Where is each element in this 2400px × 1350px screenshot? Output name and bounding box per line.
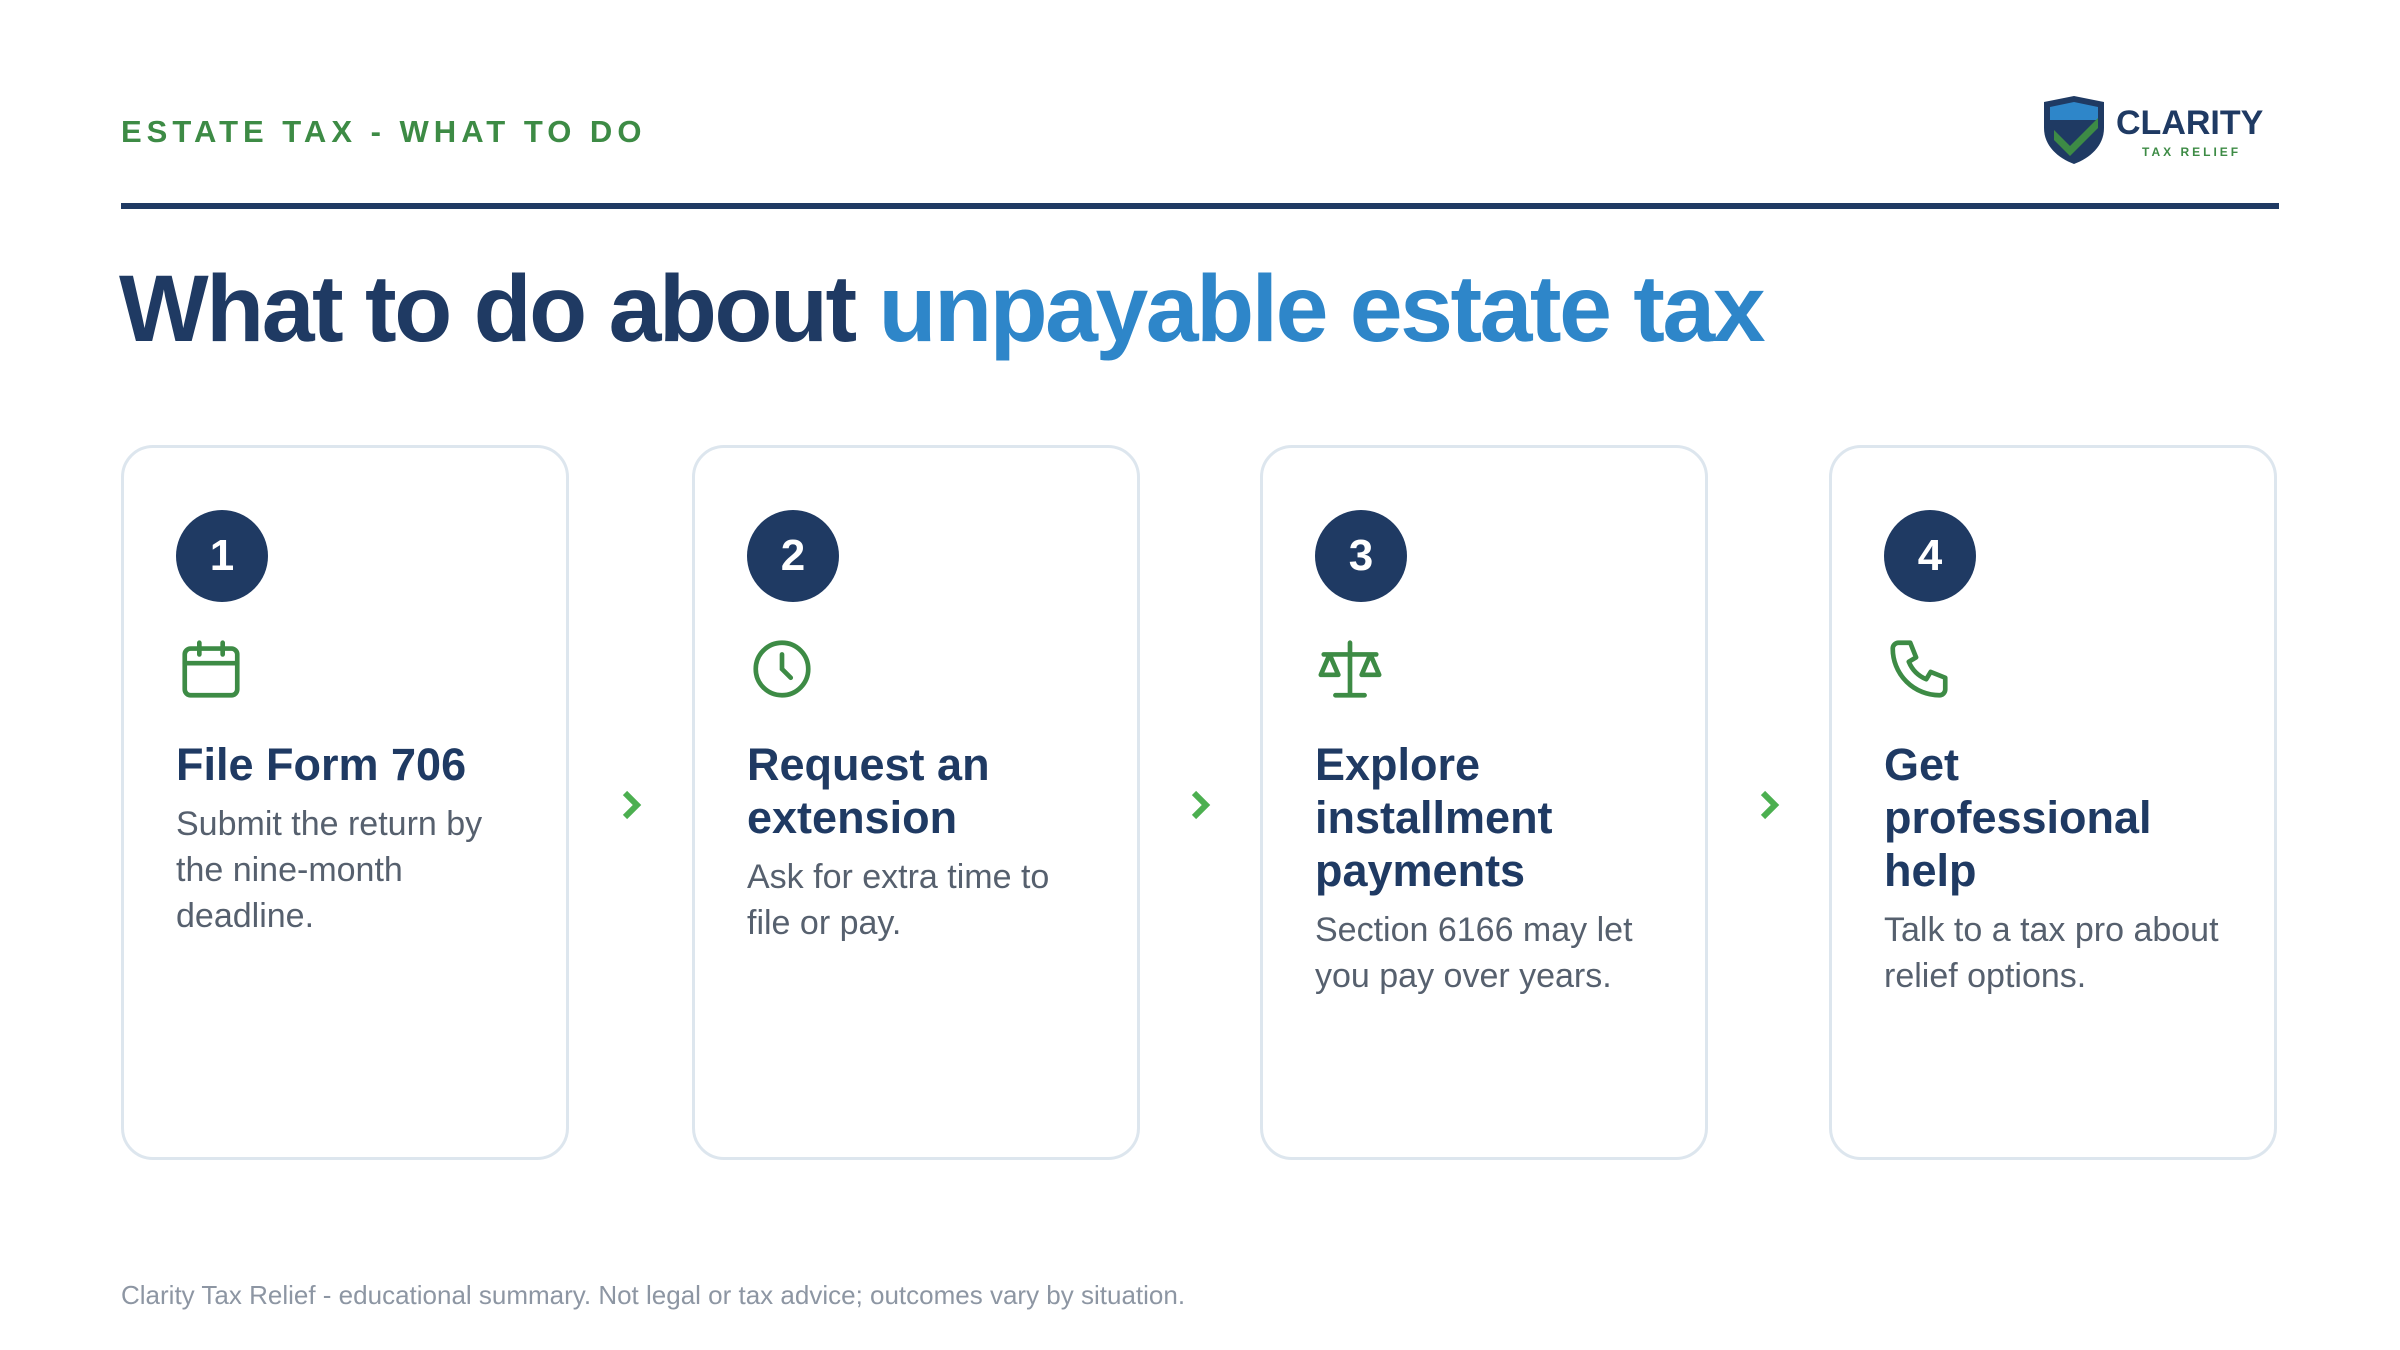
- logo: CLARITY TAX RELIEF: [2044, 96, 2264, 164]
- step-text: Talk to a tax pro about relief options.: [1884, 911, 2219, 995]
- step-number: 1: [176, 510, 268, 602]
- step-number: 2: [747, 510, 839, 602]
- footer: Clarity Tax Relief - educational summary…: [121, 1280, 1186, 1310]
- step-text: Section 6166 may let you pay over years.: [1315, 911, 1633, 995]
- scale-icon: [1318, 640, 1382, 698]
- step-heading: File Form 706 Submit the return by the ni…: [176, 738, 506, 939]
- step-heading: Get professional help Talk to a tax pro a…: [1884, 738, 2219, 999]
- chevron: [622, 790, 642, 820]
- step-text: Submit the return by the nine-month dead…: [176, 805, 483, 935]
- step-title: Explore installment payments: [1315, 739, 1553, 896]
- step-text: Ask for extra time to file or pay.: [747, 858, 1050, 942]
- title-highlight: unpayable estate tax: [878, 256, 1766, 362]
- phone-icon: [1890, 640, 1948, 698]
- header-rule: [121, 203, 2279, 209]
- step-heading: Explore installment payments Section 6166…: [1315, 738, 1645, 999]
- step-title: Get professional help: [1884, 739, 2152, 896]
- calendar-icon: [182, 640, 240, 698]
- clock-icon: [753, 640, 811, 698]
- step-title: Request an extension: [747, 739, 990, 843]
- step-number: 3: [1315, 510, 1407, 602]
- step-card: 3 Explore installment payments Section 61…: [1260, 445, 1708, 1160]
- step-card: 1 File Form 706 Submit the return by the …: [121, 445, 569, 1160]
- page-title: What to do about unpayable estate tax: [119, 255, 1766, 364]
- eyebrow: ESTATE TAX - WHAT TO DO: [121, 114, 647, 149]
- step-card: 4 Get professional help Talk to a tax pro…: [1829, 445, 2277, 1160]
- logo-tagline: TAX RELIEF: [2142, 145, 2241, 159]
- logo-name: CLARITY: [2116, 104, 2264, 142]
- title-lead: What to do about: [119, 256, 857, 362]
- chevron: [1760, 790, 1780, 820]
- chevron: [1191, 790, 1211, 820]
- step-card: 2 Request an extension Ask for extra time…: [692, 445, 1140, 1160]
- step-number: 4: [1884, 510, 1976, 602]
- step-heading: Request an extension Ask for extra time t…: [747, 738, 1077, 946]
- step-title: File Form 706: [176, 739, 467, 790]
